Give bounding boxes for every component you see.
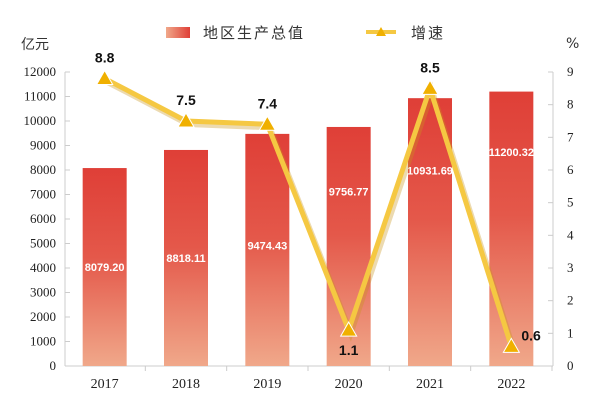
growth-label-2022: 0.6 — [521, 327, 541, 343]
bar-label-2019: 9474.43 — [247, 240, 287, 252]
growth-label-2018: 7.5 — [176, 92, 196, 108]
bar-label-2022: 11200.32 — [489, 147, 534, 159]
legend-marker-growth — [376, 27, 386, 36]
legend-label-growth: 增速 — [411, 24, 445, 42]
growth-marker-2021 — [421, 79, 439, 95]
left-tick-label: 6000 — [30, 211, 56, 226]
right-tick-label: 3 — [567, 260, 574, 275]
left-tick-label: 8000 — [30, 162, 56, 177]
growth-marker-2019 — [258, 115, 277, 131]
bar-2018 — [164, 149, 208, 366]
bar-2017 — [82, 168, 127, 366]
x-tick-label: 2017 — [91, 377, 119, 392]
left-tick-label: 4000 — [30, 260, 56, 275]
right-axis-unit: % — [566, 36, 579, 52]
growth-label-2020: 1.1 — [339, 342, 359, 358]
growth-marker-2017 — [95, 69, 114, 86]
x-tick-label: 2018 — [172, 377, 200, 392]
left-tick-label: 12000 — [24, 64, 57, 79]
growth-label-2021: 8.5 — [420, 59, 440, 75]
legend-swatch-gdp — [166, 27, 190, 38]
x-tick-label: 2021 — [416, 377, 444, 392]
x-tick-label: 2020 — [335, 377, 363, 392]
x-tick-label: 2022 — [497, 377, 525, 392]
left-tick-label: 1000 — [30, 334, 56, 349]
bar-label-2018: 8818.11 — [166, 253, 205, 265]
bar-label-2020: 9756.77 — [329, 187, 369, 199]
left-tick-label: 2000 — [30, 309, 56, 324]
right-tick-label: 2 — [567, 293, 574, 308]
left-tick-label: 0 — [50, 358, 57, 373]
bar-2022 — [489, 91, 534, 366]
left-tick-label: 7000 — [30, 187, 56, 202]
growth-marker-2018 — [177, 111, 195, 128]
right-tick-label: 6 — [567, 162, 574, 177]
bar-2019 — [245, 133, 290, 366]
bar-label-2021: 10931.69 — [407, 165, 453, 177]
growth-line — [103, 76, 514, 348]
legend-label-gdp: 地区生产总值 — [203, 24, 305, 42]
left-tick-label: 10000 — [24, 113, 57, 128]
growth-label-2017: 8.8 — [95, 50, 115, 66]
x-tick-label: 2019 — [253, 377, 281, 392]
growth-marker-2020 — [339, 321, 358, 337]
right-tick-label: 8 — [567, 97, 574, 112]
bar-label-2017: 8079.20 — [85, 262, 125, 274]
right-tick-label: 9 — [567, 64, 574, 79]
growth-label-2019: 7.4 — [258, 95, 278, 111]
left-tick-label: 9000 — [30, 138, 56, 153]
right-tick-label: 5 — [567, 195, 574, 210]
left-tick-label: 3000 — [30, 285, 56, 300]
growth-marker-2022 — [502, 337, 521, 353]
right-tick-label: 7 — [567, 129, 574, 144]
right-tick-label: 1 — [567, 325, 574, 340]
left-axis-unit: 亿元 — [21, 37, 49, 53]
right-tick-label: 4 — [567, 227, 574, 242]
left-tick-label: 5000 — [30, 236, 56, 251]
left-tick-label: 11000 — [24, 89, 56, 104]
right-tick-label: 0 — [567, 358, 574, 373]
